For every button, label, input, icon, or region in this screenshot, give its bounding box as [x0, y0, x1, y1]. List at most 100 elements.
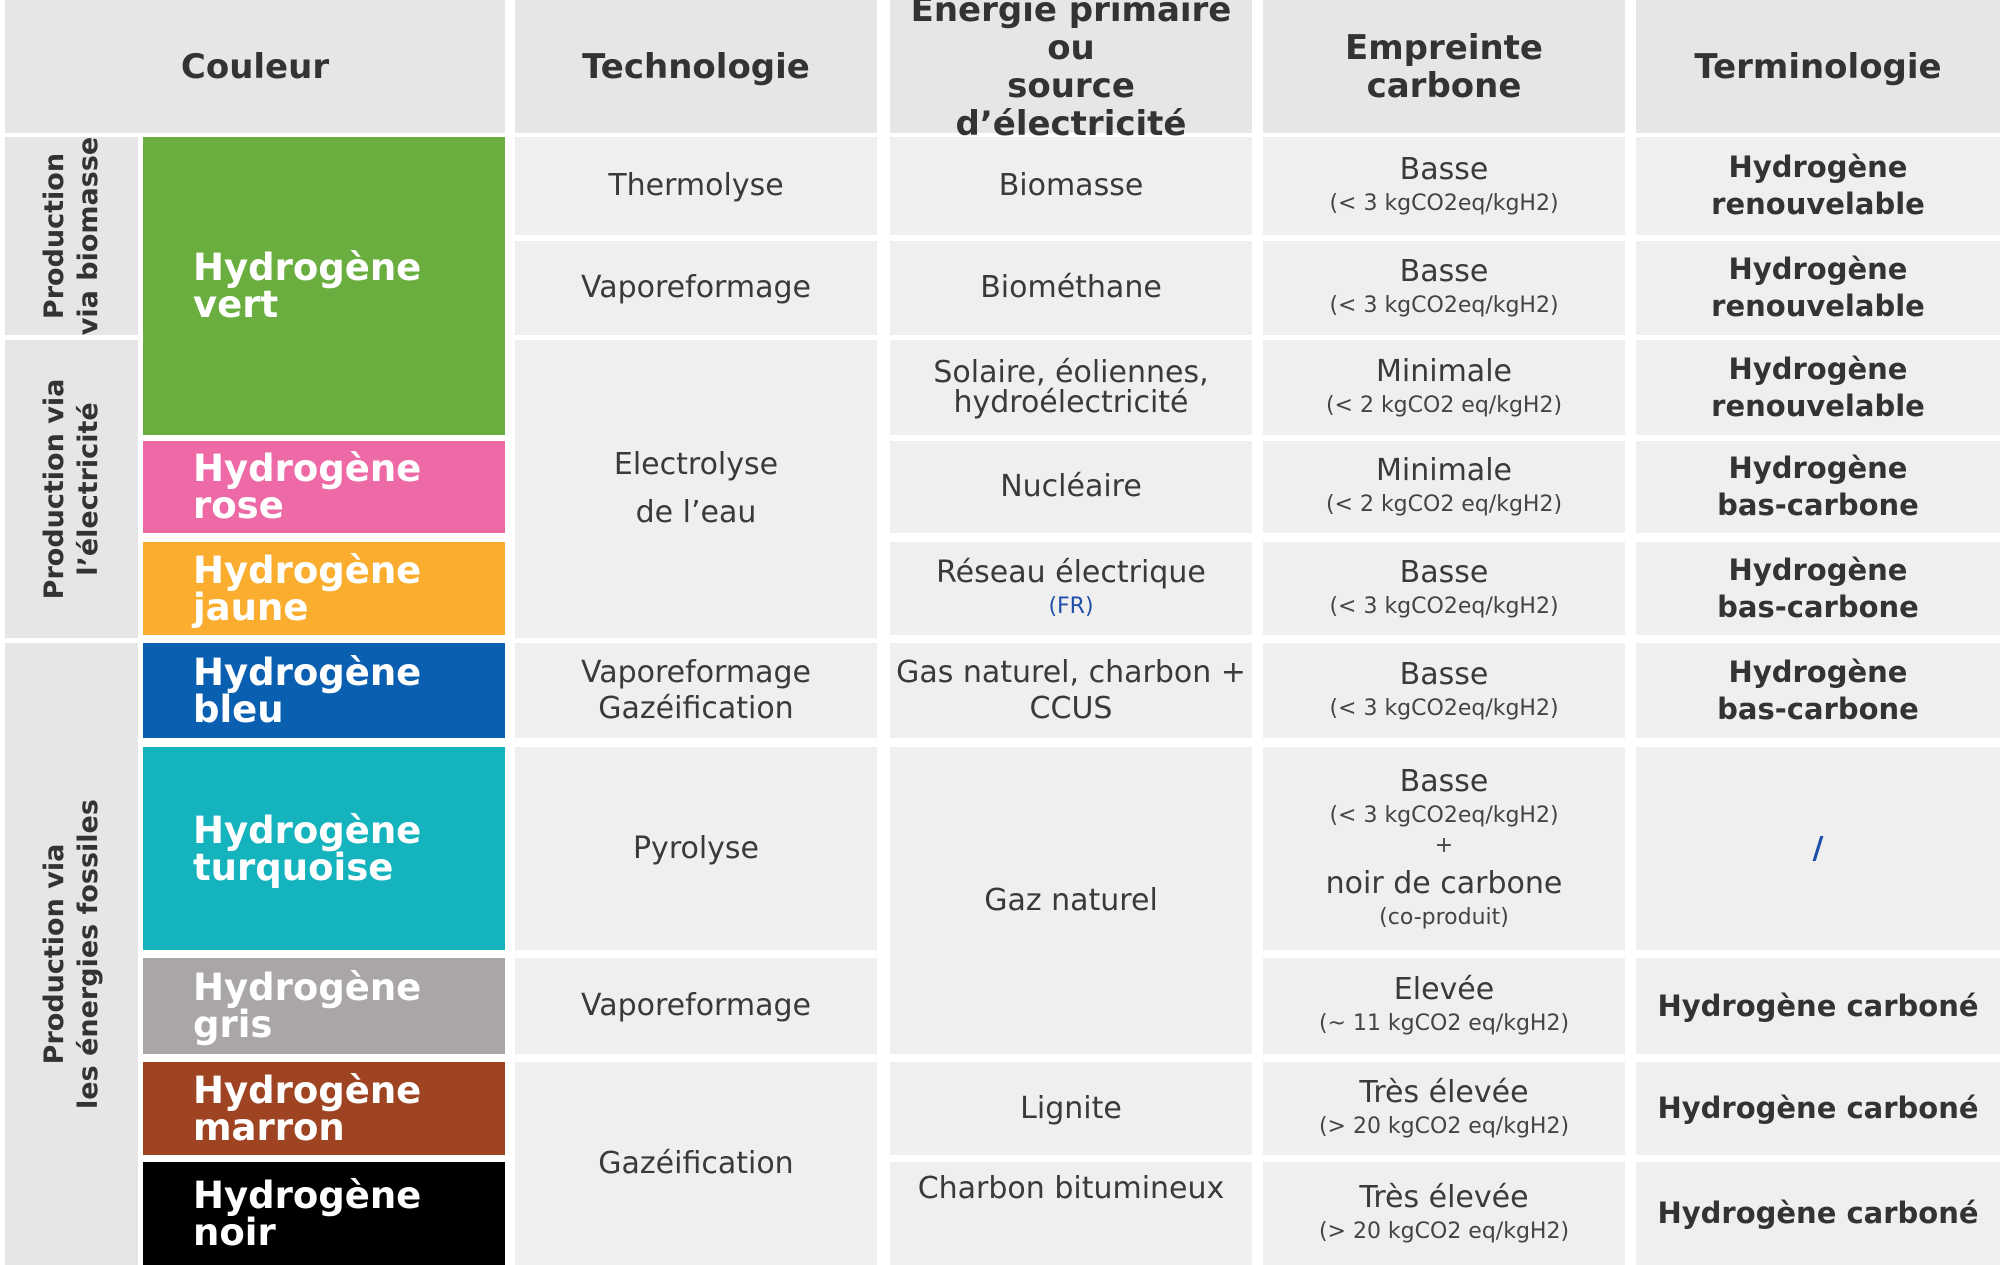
group-electricite: Production via l’électricité [5, 340, 138, 638]
terminologie-row-9-value: Hydrogène carboné [1657, 1091, 1979, 1125]
empreinte-row-8-main: Elevée [1393, 972, 1495, 1007]
header-technologie: Technologie [515, 0, 877, 133]
color-bleu: Hydrogène bleu [143, 643, 505, 738]
color-jaune: Hydrogène jaune [143, 542, 505, 635]
terminologie-row-2: Hydrogène renouvelable [1636, 241, 2000, 335]
energie-reseau-label: Réseau électrique [936, 554, 1206, 590]
empreinte-row-7-plus: + [1434, 832, 1454, 858]
tech-vaporeformage-2-label: Vaporeformage [581, 988, 811, 1023]
header-couleur: Couleur [5, 0, 505, 133]
header-terminologie: Terminologie [1636, 0, 2000, 133]
tech-pyrolyse: Pyrolyse [515, 747, 877, 950]
color-marron-line2: marron [193, 1105, 345, 1149]
empreinte-row-1-main: Basse [1399, 152, 1489, 187]
color-bleu-line1: Hydrogène [193, 650, 422, 694]
empreinte-row-1: Basse (< 3 kgCO2eq/kgH2) [1263, 137, 1625, 235]
color-jaune-line1: Hydrogène [193, 548, 422, 592]
terminologie-row-1-line2: renouvelable [1711, 187, 1925, 221]
empreinte-row-5: Basse (< 3 kgCO2eq/kgH2) [1263, 542, 1625, 635]
empreinte-row-4: Minimale (< 2 kgCO2 eq/kgH2) [1263, 441, 1625, 533]
energie-lignite-label: Lignite [1020, 1090, 1122, 1126]
terminologie-row-6: Hydrogène bas-carbone [1636, 643, 2000, 738]
group-biomasse: Production via biomasse [5, 137, 138, 335]
tech-electrolyse-line2: de l’eau [635, 495, 757, 530]
color-gris-line2: gris [193, 1003, 273, 1046]
empreinte-row-9-sub: (> 20 kgCO2 eq/kgH2) [1318, 1113, 1570, 1139]
empreinte-row-7: Basse (< 3 kgCO2eq/kgH2) + noir de carbo… [1263, 747, 1625, 950]
empreinte-row-10-sub: (> 20 kgCO2 eq/kgH2) [1318, 1218, 1570, 1244]
color-vert-line1: Hydrogène [193, 246, 422, 289]
tech-thermolyse-label: Thermolyse [608, 168, 784, 203]
color-gris: Hydrogène gris [143, 958, 505, 1054]
energie-biomasse: Biomasse [890, 137, 1252, 235]
empreinte-row-1-sub: (< 3 kgCO2eq/kgH2) [1329, 191, 1559, 216]
color-turquoise-line1: Hydrogène [193, 808, 422, 852]
energie-solaire: Solaire, éoliennes, hydroélectricité [890, 340, 1252, 435]
energie-reseau-sub: (FR) [1048, 593, 1094, 619]
empreinte-row-7-main2: noir de carbone [1325, 865, 1563, 901]
terminologie-row-2-line1: Hydrogène [1728, 252, 1908, 286]
color-turquoise: Hydrogène turquoise [143, 747, 505, 950]
empreinte-row-6: Basse (< 3 kgCO2eq/kgH2) [1263, 643, 1625, 738]
empreinte-row-3: Minimale (< 2 kgCO2 eq/kgH2) [1263, 340, 1625, 435]
terminologie-row-8-value: Hydrogène carboné [1657, 988, 1979, 1023]
group-fossiles-line1: Production via [38, 843, 70, 1065]
color-turquoise-line2: turquoise [193, 845, 394, 889]
terminologie-row-6-line1: Hydrogène [1728, 654, 1908, 689]
empreinte-row-5-main: Basse [1399, 554, 1489, 590]
empreinte-row-3-sub: (< 2 kgCO2 eq/kgH2) [1325, 392, 1563, 418]
color-vert-line2: vert [193, 283, 279, 326]
terminologie-row-4-line1: Hydrogène [1728, 451, 1908, 485]
empreinte-row-2-sub: (< 3 kgCO2eq/kgH2) [1329, 293, 1559, 318]
header-terminologie-label: Terminologie [1694, 46, 1942, 87]
terminologie-row-7: / [1636, 747, 2000, 950]
tech-vapo-gaz: Vaporeformage Gazéification [515, 643, 877, 738]
header-empreinte-line2: carbone [1366, 65, 1522, 106]
tech-vaporeformage-1: Vaporeformage [515, 241, 877, 335]
tech-gazeification-label: Gazéification [598, 1145, 794, 1181]
color-bleu-line2: bleu [193, 687, 284, 731]
color-marron-line1: Hydrogène [193, 1068, 422, 1112]
terminologie-row-10: Hydrogène carboné [1636, 1162, 2000, 1265]
terminologie-row-10-value: Hydrogène carboné [1657, 1196, 1979, 1230]
header-empreinte: Empreinte carbone [1263, 0, 1625, 133]
energie-nucleaire: Nucléaire [890, 441, 1252, 533]
empreinte-row-2: Basse (< 3 kgCO2eq/kgH2) [1263, 241, 1625, 335]
energie-nucleaire-label: Nucléaire [1000, 469, 1142, 504]
empreinte-row-5-sub: (< 3 kgCO2eq/kgH2) [1329, 593, 1559, 619]
empreinte-row-6-main: Basse [1399, 656, 1489, 692]
tech-electrolyse-line1: Electrolyse [613, 447, 779, 482]
color-noir: Hydrogène noir [143, 1162, 505, 1265]
tech-gazeification: Gazéification [515, 1062, 877, 1265]
color-vert: Hydrogène vert [143, 137, 505, 435]
tech-vapo-gaz-line1: Vaporeformage [581, 654, 811, 690]
tech-vapo-gaz-line2: Gazéification [598, 690, 794, 726]
terminologie-row-3-line1: Hydrogène [1728, 351, 1908, 386]
empreinte-row-6-sub: (< 3 kgCO2eq/kgH2) [1329, 695, 1559, 721]
empreinte-row-10-main: Très élevée [1359, 1179, 1529, 1215]
terminologie-row-2-line2: renouvelable [1711, 289, 1925, 323]
group-electricite-label: Production via l’électricité [38, 379, 106, 600]
group-electricite-line1: Production via [38, 378, 70, 600]
terminologie-row-3-line2: renouvelable [1711, 388, 1925, 423]
energie-solaire-line1: Solaire, éoliennes, [933, 354, 1209, 390]
tech-thermolyse: Thermolyse [515, 137, 877, 235]
energie-charbon: Charbon bitumineux [890, 1162, 1252, 1265]
terminologie-row-6-line2: bas-carbone [1717, 691, 1919, 726]
empreinte-row-9-main: Très élevée [1359, 1074, 1529, 1110]
header-energie-line2: source d’électricité [955, 65, 1187, 144]
energie-solaire-line2: hydroélectricité [953, 384, 1189, 420]
terminologie-row-5: Hydrogène bas-carbone [1636, 542, 2000, 635]
terminologie-row-5-line2: bas-carbone [1717, 589, 1919, 624]
energie-biomasse-label: Biomasse [998, 168, 1144, 203]
color-rose: Hydrogène rose [143, 441, 505, 533]
empreinte-row-10: Très élevée (> 20 kgCO2 eq/kgH2) [1263, 1162, 1625, 1265]
energie-gas-ccus-line2: CCUS [1029, 690, 1113, 726]
energie-reseau: Réseau électrique (FR) [890, 542, 1252, 635]
terminologie-row-4-line2: bas-carbone [1717, 488, 1919, 522]
empreinte-row-7-sub: (< 3 kgCO2eq/kgH2) [1329, 802, 1559, 828]
color-rose-line2: rose [193, 484, 284, 527]
energie-lignite: Lignite [890, 1062, 1252, 1155]
energie-gas-ccus: Gas naturel, charbon + CCUS [890, 643, 1252, 738]
terminologie-row-5-line1: Hydrogène [1728, 552, 1908, 587]
